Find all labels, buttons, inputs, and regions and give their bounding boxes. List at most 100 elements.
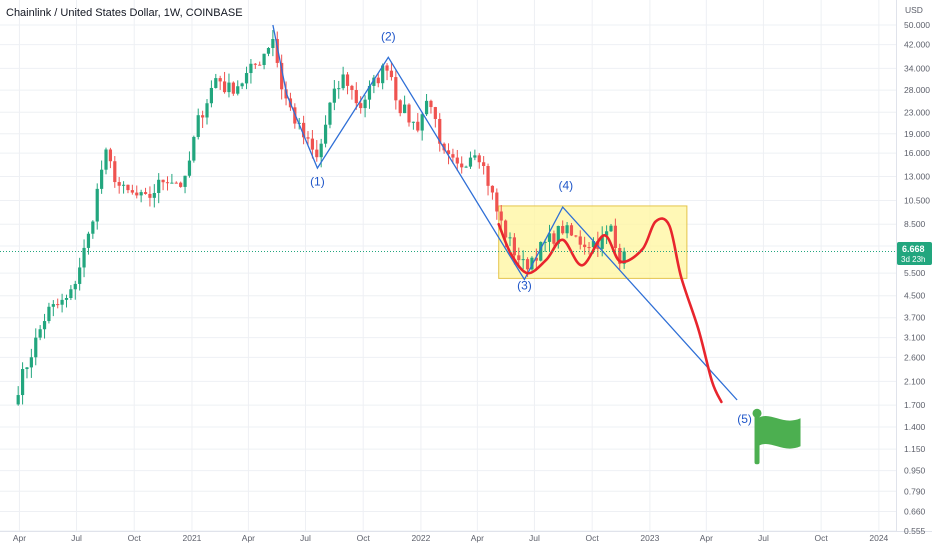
- candle-body: [587, 247, 591, 249]
- wave-label: (2): [381, 30, 396, 44]
- time-axis[interactable]: Apr Jul Oct 2021 Apr Jul Oct 2022 Apr Jul Oct 2023 A…: [13, 533, 889, 543]
- candle-body: [345, 74, 350, 86]
- candle: [201, 110, 205, 129]
- time-tick-label: 2024: [869, 533, 888, 543]
- candle: [345, 72, 350, 95]
- candle-body: [253, 63, 257, 65]
- candle: [174, 181, 178, 184]
- candle-body: [82, 247, 86, 268]
- candle-body: [214, 78, 218, 88]
- candle: [187, 151, 192, 178]
- candle: [376, 73, 380, 88]
- candle-body: [341, 74, 345, 89]
- candle-body: [201, 115, 205, 118]
- candle: [468, 151, 473, 169]
- candle: [315, 140, 319, 162]
- flag-icon: [752, 408, 801, 465]
- candle-body: [424, 100, 429, 115]
- candle: [460, 156, 464, 174]
- candle-body: [446, 150, 451, 155]
- candle-body: [231, 82, 235, 94]
- price-tick-label: 1.150: [904, 444, 926, 454]
- candle-body: [464, 166, 468, 168]
- candle-body: [433, 107, 437, 119]
- candle: [302, 115, 306, 145]
- candle-body: [170, 182, 174, 184]
- candle: [372, 74, 376, 94]
- candle: [95, 183, 99, 230]
- candle-body: [135, 192, 139, 196]
- candle-body: [556, 225, 560, 244]
- time-tick-label: Oct: [357, 533, 371, 543]
- elliott-wave-line: [272, 24, 738, 401]
- candle-body: [310, 138, 314, 150]
- candle-body: [78, 267, 82, 284]
- candle-body: [354, 89, 358, 104]
- candle: [69, 285, 73, 301]
- candle: [91, 220, 95, 239]
- candle: [170, 173, 174, 184]
- candle: [424, 93, 429, 117]
- candle-body: [530, 257, 534, 270]
- candle-body: [187, 160, 192, 176]
- candle: [214, 73, 218, 89]
- candle: [359, 96, 363, 114]
- candle-body: [337, 88, 341, 90]
- candle: [482, 156, 486, 175]
- time-tick-label: Oct: [815, 533, 829, 543]
- last-price-countdown: 3d 23h: [901, 255, 925, 264]
- price-tick-label: 19.000: [904, 129, 930, 139]
- candle: [135, 185, 139, 199]
- candle: [73, 280, 77, 300]
- candle-body: [16, 395, 20, 405]
- candle-body: [512, 237, 516, 256]
- wave-labels: (1) (2) (3) (4) (5): [310, 30, 752, 426]
- candle-body: [205, 103, 209, 118]
- candle: [464, 165, 468, 168]
- candle: [323, 115, 328, 148]
- candle-body: [543, 241, 547, 243]
- candle: [416, 113, 420, 133]
- candle-body: [332, 88, 336, 103]
- candle-body: [29, 357, 33, 368]
- currency-label: USD: [905, 5, 923, 15]
- candle-body: [508, 237, 512, 239]
- candle: [51, 300, 55, 317]
- candle: [82, 239, 86, 278]
- candle-body: [47, 306, 51, 322]
- candle-body: [117, 182, 121, 186]
- candle-body: [183, 175, 187, 187]
- candle-body: [574, 235, 578, 237]
- candle: [389, 62, 394, 81]
- candle: [227, 73, 231, 98]
- candle: [240, 82, 244, 90]
- candle: [337, 80, 341, 99]
- time-tick-label: Apr: [471, 533, 484, 543]
- candle: [183, 175, 187, 194]
- candle-body: [381, 65, 385, 84]
- candle: [280, 54, 284, 100]
- candle: [25, 367, 29, 379]
- candle: [16, 386, 20, 406]
- candle-body: [473, 155, 477, 158]
- candle: [126, 184, 130, 194]
- candle-body: [157, 179, 161, 194]
- candle: [231, 81, 235, 96]
- candle: [455, 149, 459, 171]
- candle: [244, 66, 249, 90]
- candle: [209, 80, 214, 108]
- candle: [552, 230, 556, 246]
- candle: [473, 149, 477, 161]
- candle: [249, 59, 253, 84]
- candle-body: [100, 169, 104, 189]
- candle: [157, 173, 161, 204]
- candle-body: [429, 100, 433, 108]
- candle-body: [280, 62, 284, 90]
- price-tick-label: 42.000: [904, 40, 930, 50]
- candle: [403, 95, 407, 114]
- candle-body: [517, 255, 521, 261]
- candle-body: [442, 143, 446, 151]
- candle-body: [240, 83, 244, 87]
